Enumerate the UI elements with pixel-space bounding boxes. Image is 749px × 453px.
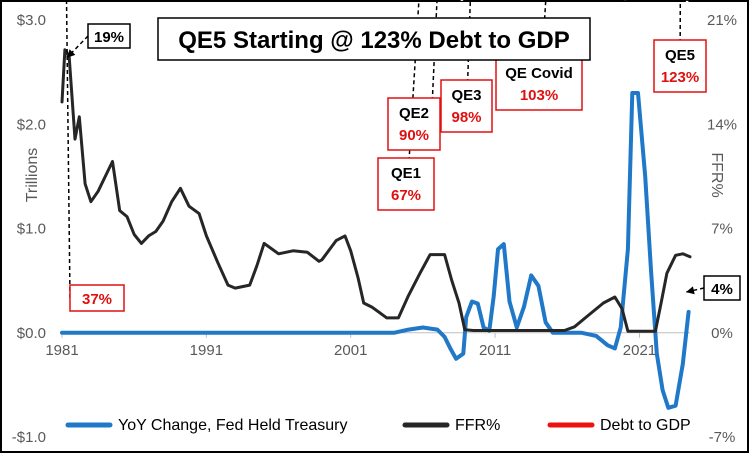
y-tick-label-left: $1.0 (17, 221, 46, 238)
callout-box (87, 23, 131, 49)
chart-title-text: QE5 Starting @ 123% Debt to GDP (178, 27, 569, 54)
y-tick-label-right: -7% (709, 429, 736, 446)
x-tick-label: 2011 (479, 342, 511, 359)
callout-arrowhead (686, 286, 695, 295)
callout-label: 19% (94, 29, 124, 46)
series-line-2 (60, 48, 692, 333)
y-tick-label-right: 14% (707, 116, 737, 133)
x-tick-label: 1991 (190, 342, 223, 359)
callout-box (703, 275, 741, 301)
y-tick-label-left: $2.0 (17, 116, 46, 133)
series-line-1 (60, 91, 691, 410)
y-axis-left-title: Trillions (24, 148, 41, 203)
callout-leader (66, 35, 89, 59)
legend: YoY Change, Fed Held Treasury FFR% Debt to… (65, 417, 691, 434)
axes: 1981 1991 2001 2011 2021 $3.0 $2.0 $1.0 $0.0 -$1.… (12, 12, 737, 446)
x-tick-label: 1981 (45, 342, 78, 359)
y-tick-label-left: $0.0 (17, 325, 46, 342)
y-tick-label-left: -$1.0 (12, 429, 46, 446)
legend-label: YoY Change, Fed Held Treasury (118, 417, 347, 434)
chart-title: QE5 Starting @ 123% Debt to GDP (157, 17, 591, 61)
y-axis-right-title: FFR% (708, 152, 725, 197)
callout-arrowhead (66, 49, 76, 58)
y-tick-label-right: 0% (711, 325, 733, 342)
callout-box (495, 57, 583, 111)
callout-box (377, 157, 435, 211)
y-tick-label-left: $3.0 (17, 12, 46, 29)
y-tick-label-right: 7% (711, 221, 733, 238)
annotations: 19% 37% QE1 67% QE2 90% QE3 98% QE Covid 103% QE5 1… (65, 0, 741, 312)
callout-label: QE1 (391, 165, 421, 182)
callout-label: QE2 (399, 105, 429, 122)
callout-value: 67% (391, 187, 421, 204)
callout-box (653, 39, 707, 93)
callout-value: 90% (399, 127, 429, 144)
legend-label: Debt to GDP (600, 417, 691, 434)
callout-box (387, 97, 441, 151)
qe-markers (460, 0, 689, 333)
legend-label: FFR% (455, 417, 500, 434)
callout-box (440, 79, 493, 133)
callout-value: 103% (520, 87, 558, 104)
callout-value: 98% (451, 109, 481, 126)
series-lines (60, 48, 692, 410)
x-tick-label: 2001 (334, 342, 367, 359)
callout-label: 37% (82, 291, 112, 308)
callout-box (69, 284, 125, 312)
callout-label: QE Covid (505, 65, 573, 82)
callout-label: 4% (711, 281, 733, 298)
callout-label: QE3 (451, 87, 481, 104)
callout-leader (65, 0, 71, 299)
chart-title-box (157, 17, 591, 61)
x-tick-label: 2021 (623, 342, 656, 359)
callout-label: QE5 (665, 47, 695, 64)
y-tick-label-right: 21% (707, 12, 737, 29)
callout-value: 123% (661, 69, 699, 86)
